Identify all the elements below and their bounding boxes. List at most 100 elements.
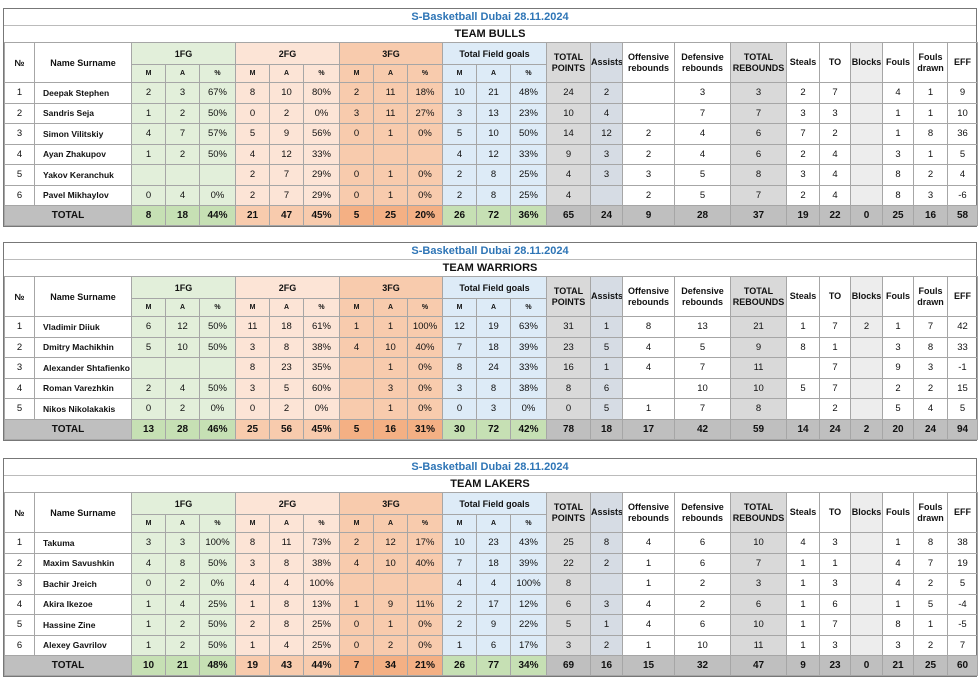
sub-header: A bbox=[476, 298, 511, 317]
stat-cell: 33% bbox=[303, 143, 340, 165]
stat-cell: 4 bbox=[622, 593, 675, 615]
player-row: 2 Dmitry Machikhin 5 10 50% 3 8 38% 4 10 40% 7 18 39%… bbox=[4, 336, 978, 358]
title: S-Basketball Dubai 28.11.2024 bbox=[4, 9, 976, 26]
stat-cell: 8 bbox=[882, 184, 914, 206]
stat-cell: 7 bbox=[730, 102, 787, 124]
stat-cell: -4 bbox=[947, 593, 978, 615]
stat-cell: 3 bbox=[786, 102, 820, 124]
header-cell: Assists bbox=[590, 492, 623, 533]
stat-cell: 12 bbox=[442, 316, 477, 338]
stat-cell: 50% bbox=[199, 316, 236, 338]
stat-cell bbox=[850, 143, 883, 165]
player-name: Vladimir Diiuk bbox=[34, 316, 132, 338]
stat-cell: 7 bbox=[165, 123, 200, 145]
stat-cell: 100% bbox=[199, 532, 236, 554]
stat-cell: 7 bbox=[730, 184, 787, 206]
stat-cell: 36 bbox=[947, 123, 978, 145]
stat-cell: 19 bbox=[947, 552, 978, 574]
stat-cell: 7 bbox=[819, 316, 851, 338]
stat-cell: 4 bbox=[674, 143, 731, 165]
total-cell: 28 bbox=[674, 205, 731, 226]
stat-cell: 2 bbox=[269, 398, 304, 420]
stat-cell: 3 bbox=[819, 573, 851, 595]
stat-cell bbox=[199, 357, 236, 379]
header-cell: Name Surname bbox=[34, 42, 132, 83]
sub-header: A bbox=[373, 64, 408, 83]
header-cell: EFF bbox=[947, 492, 978, 533]
stat-cell: 1 bbox=[882, 316, 914, 338]
total-cell: 45% bbox=[303, 418, 340, 440]
stat-cell bbox=[850, 82, 883, 104]
stat-cell: 1 bbox=[442, 634, 477, 656]
stat-cell bbox=[339, 143, 374, 165]
header-cell: № bbox=[4, 492, 35, 533]
stat-cell: 0% bbox=[199, 573, 236, 595]
stat-cell: 22 bbox=[546, 552, 591, 574]
stat-cell: 3 bbox=[131, 532, 166, 554]
player-row: 3 Simon Vilitskiy 4 7 57% 5 9 56% 0 1 0% 5 10 50% 14 12… bbox=[4, 123, 978, 145]
header-cell: TOTAL POINTS bbox=[546, 276, 591, 317]
stat-cell bbox=[339, 573, 374, 595]
stat-cell: 4 bbox=[622, 532, 675, 554]
stat-cell: 2 bbox=[913, 377, 948, 399]
header-cell: Fouls bbox=[882, 492, 914, 533]
sub-header: A bbox=[476, 64, 511, 83]
stat-cell: 24 bbox=[476, 357, 511, 379]
stat-cell: 0% bbox=[407, 357, 443, 379]
stat-cell: 1 bbox=[373, 614, 408, 636]
sub-header: A bbox=[373, 298, 408, 317]
stat-cell: 7 bbox=[913, 316, 948, 338]
stat-cell: 23 bbox=[269, 357, 304, 379]
stat-cell: 39% bbox=[510, 552, 547, 574]
sub-header: % bbox=[407, 298, 443, 317]
player-name: Deepak Stephen bbox=[34, 82, 132, 104]
total-cell: 16 bbox=[373, 418, 408, 440]
total-cell: 19 bbox=[235, 655, 270, 676]
header-cell: Steals bbox=[786, 276, 820, 317]
stat-cell: 39% bbox=[510, 336, 547, 358]
sub-header: A bbox=[165, 298, 200, 317]
stat-cell: 42 bbox=[947, 316, 978, 338]
player-name: Pavel Mikhaylov bbox=[34, 184, 132, 206]
stat-cell: 0% bbox=[407, 634, 443, 656]
stat-cell bbox=[850, 593, 883, 615]
sub-header: M bbox=[131, 298, 166, 317]
stat-cell: 6 bbox=[730, 143, 787, 165]
stat-cell: 1 bbox=[913, 82, 948, 104]
stat-cell: 11 bbox=[373, 102, 408, 124]
stat-cell: 1 bbox=[373, 164, 408, 186]
header-cell: TOTAL REBOUNDS bbox=[730, 42, 787, 83]
stat-cell: 3 bbox=[819, 532, 851, 554]
player-row: 5 Yakov Keranchuk 2 7 29% 0 1 0% 2 8 25% 4 3 3 5 8 3 4 8 2 4 bbox=[4, 164, 978, 186]
stat-cell: 7 bbox=[269, 184, 304, 206]
stat-cell bbox=[407, 573, 443, 595]
stat-cell: 5 bbox=[590, 398, 623, 420]
stat-cell: 22% bbox=[510, 614, 547, 636]
header-cell: TOTAL REBOUNDS bbox=[730, 492, 787, 533]
stat-cell: 5 bbox=[674, 336, 731, 358]
total-cell: 44% bbox=[199, 205, 236, 226]
stat-cell: 3 bbox=[4, 357, 35, 379]
stat-cell: 0 bbox=[339, 164, 374, 186]
stat-cell: 25% bbox=[303, 614, 340, 636]
total-label: TOTAL bbox=[4, 205, 132, 226]
total-cell: 9 bbox=[786, 655, 820, 676]
stat-cell: 7 bbox=[674, 357, 731, 379]
header-cell: Assists bbox=[590, 42, 623, 83]
stat-cell: 35% bbox=[303, 357, 340, 379]
stat-cell: 0 bbox=[131, 184, 166, 206]
stat-cell: 67% bbox=[199, 82, 236, 104]
header-cell: Assists bbox=[590, 276, 623, 317]
sub-header: A bbox=[165, 514, 200, 533]
stat-cell: 2 bbox=[622, 123, 675, 145]
total-cell: 0 bbox=[850, 205, 883, 226]
total-cell: 25 bbox=[235, 418, 270, 440]
stat-cell: 8 bbox=[546, 573, 591, 595]
total-cell: 16 bbox=[913, 205, 948, 226]
total-cell: 59 bbox=[730, 418, 787, 440]
stat-cell: 9 bbox=[730, 336, 787, 358]
stat-cell: 2 bbox=[339, 82, 374, 104]
stat-cell: 3 bbox=[442, 377, 477, 399]
stat-cell: 33% bbox=[510, 357, 547, 379]
stat-cell: 5 bbox=[913, 593, 948, 615]
